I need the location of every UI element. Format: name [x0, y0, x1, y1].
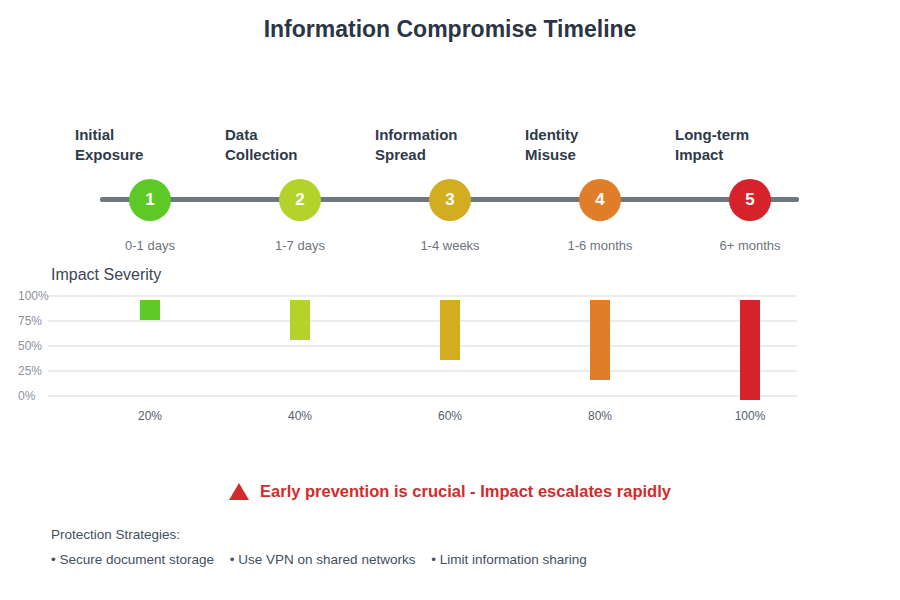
- stage-number: 5: [745, 190, 754, 210]
- stage-label-identity-misuse: Identity Misuse: [525, 125, 675, 165]
- chart-title: Impact Severity: [51, 266, 161, 284]
- x-axis-tick-20: 20%: [120, 409, 180, 423]
- protection-item: • Use VPN on shared networks: [230, 552, 416, 567]
- stage-label-line1: Initial: [75, 126, 114, 143]
- y-axis-tick-25: 25%: [18, 364, 52, 378]
- stage-number: 4: [595, 190, 604, 210]
- severity-bar-3: [440, 300, 460, 360]
- stage-label-line1: Information: [375, 126, 458, 143]
- protection-strategies-list: • Secure document storage • Use VPN on s…: [51, 552, 599, 567]
- stage-label-line2: Exposure: [75, 146, 143, 163]
- warning-triangle-icon: [229, 483, 249, 500]
- stage-duration-1: 0-1 days: [75, 238, 225, 253]
- x-axis-tick-40: 40%: [270, 409, 330, 423]
- gridline-50: [48, 345, 797, 347]
- stage-circle-1: 1: [129, 179, 171, 221]
- gridline-25: [48, 370, 797, 372]
- stage-duration-4: 1-6 months: [525, 238, 675, 253]
- y-axis-tick-0: 0%: [18, 389, 52, 403]
- stage-label-data-collection: Data Collection: [225, 125, 375, 165]
- x-axis-tick-80: 80%: [570, 409, 630, 423]
- severity-bar-4: [590, 300, 610, 380]
- stage-circle-4: 4: [579, 179, 621, 221]
- gridline-100: [48, 295, 797, 297]
- stage-duration-5: 6+ months: [675, 238, 825, 253]
- gridline-75: [48, 320, 797, 322]
- stage-number: 2: [295, 190, 304, 210]
- stage-circle-2: 2: [279, 179, 321, 221]
- y-axis-tick-75: 75%: [18, 314, 52, 328]
- stage-label-line1: Identity: [525, 126, 578, 143]
- severity-bar-1: [140, 300, 160, 320]
- stage-label-line2: Collection: [225, 146, 298, 163]
- protection-item: • Limit information sharing: [431, 552, 587, 567]
- stage-label-long-term-impact: Long-term Impact: [675, 125, 825, 165]
- stage-label-line2: Impact: [675, 146, 723, 163]
- stage-label-line1: Data: [225, 126, 258, 143]
- warning-text: Early prevention is crucial - Impact esc…: [260, 482, 671, 501]
- protection-item: • Secure document storage: [51, 552, 214, 567]
- severity-bar-5: [740, 300, 760, 400]
- stage-duration-2: 1-7 days: [225, 238, 375, 253]
- infographic-canvas: Information Compromise Timeline Initial …: [0, 0, 900, 600]
- stage-circle-5: 5: [729, 179, 771, 221]
- stage-label-information-spread: Information Spread: [375, 125, 525, 165]
- stage-label-line2: Spread: [375, 146, 426, 163]
- stage-label-initial-exposure: Initial Exposure: [75, 125, 225, 165]
- severity-bar-2: [290, 300, 310, 340]
- stage-number: 3: [445, 190, 454, 210]
- gridline-0: [48, 395, 797, 397]
- y-axis-tick-100: 100%: [18, 289, 52, 303]
- stage-circle-3: 3: [429, 179, 471, 221]
- y-axis-tick-50: 50%: [18, 339, 52, 353]
- stage-duration-3: 1-4 weeks: [375, 238, 525, 253]
- x-axis-tick-60: 60%: [420, 409, 480, 423]
- page-title: Information Compromise Timeline: [0, 16, 900, 43]
- stage-number: 1: [145, 190, 154, 210]
- protection-strategies-title: Protection Strategies:: [51, 527, 180, 542]
- stage-label-line1: Long-term: [675, 126, 749, 143]
- x-axis-tick-100: 100%: [720, 409, 780, 423]
- stage-label-line2: Misuse: [525, 146, 576, 163]
- warning-callout: Early prevention is crucial - Impact esc…: [0, 482, 900, 501]
